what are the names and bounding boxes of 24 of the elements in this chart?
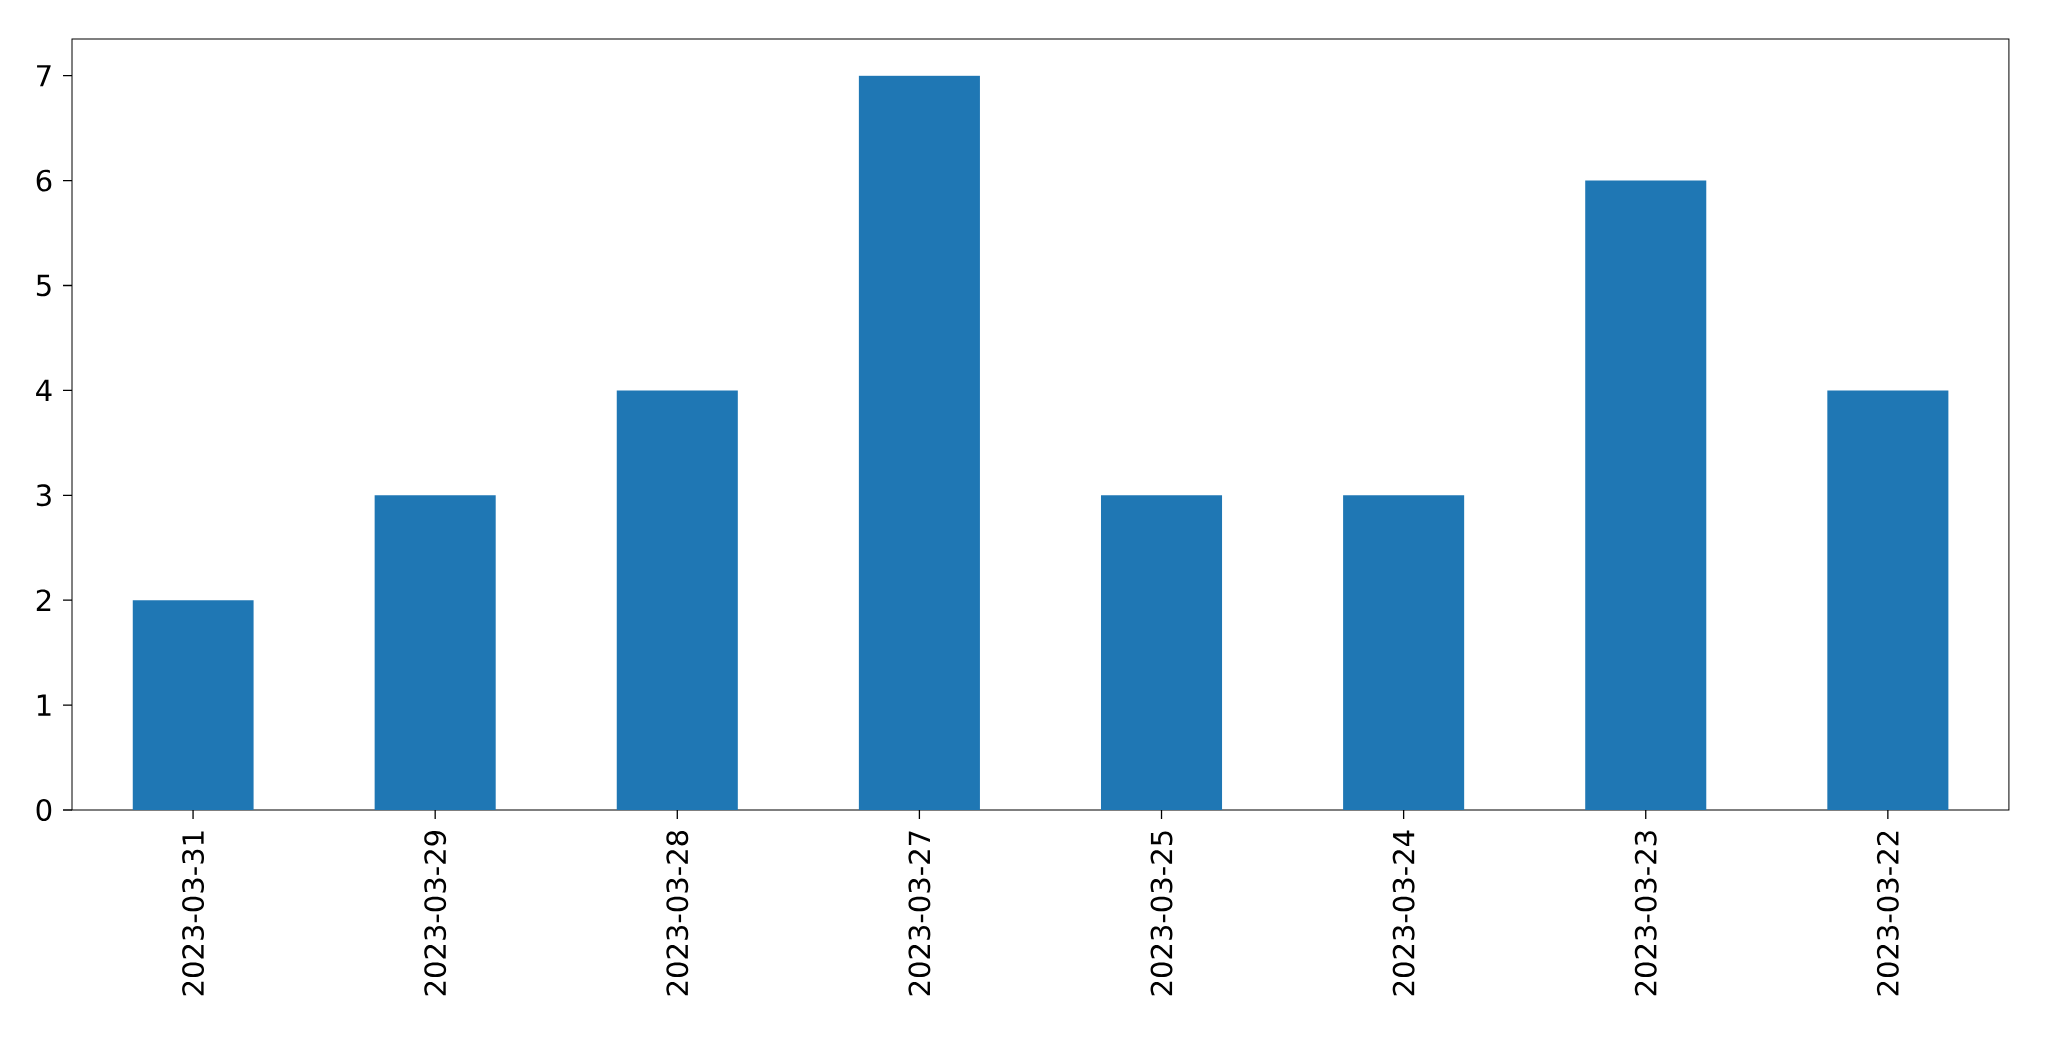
x-tick-label: 2023-03-23 xyxy=(1634,831,1657,996)
y-tick-label: 3 xyxy=(36,484,51,507)
bar xyxy=(1100,495,1223,810)
y-tick-label: 7 xyxy=(37,65,51,87)
x-tick-label: 2023-03-22 xyxy=(1876,831,1899,996)
bar xyxy=(374,495,496,810)
bar xyxy=(1343,495,1465,810)
y-tick-label: 2 xyxy=(36,589,51,611)
bar xyxy=(1585,180,1707,810)
x-tick-label: 2023-03-31 xyxy=(182,831,205,996)
bar xyxy=(1827,390,1949,810)
bar xyxy=(858,75,980,810)
x-tick-label: 2023-03-25 xyxy=(1150,831,1173,996)
y-tick-label: 4 xyxy=(36,379,52,401)
bar xyxy=(616,390,738,810)
y-tick-label: 1 xyxy=(37,694,51,716)
y-tick-label: 6 xyxy=(36,169,52,192)
y-tick-label: 5 xyxy=(36,274,51,297)
x-tick-label: 2023-03-24 xyxy=(1392,830,1415,996)
x-tick-label: 2023-03-27 xyxy=(908,831,931,996)
y-tick-label: 0 xyxy=(36,799,52,821)
x-tick-label: 2023-03-28 xyxy=(666,830,689,996)
bar xyxy=(132,600,254,810)
x-tick-label: 2023-03-29 xyxy=(424,830,447,996)
